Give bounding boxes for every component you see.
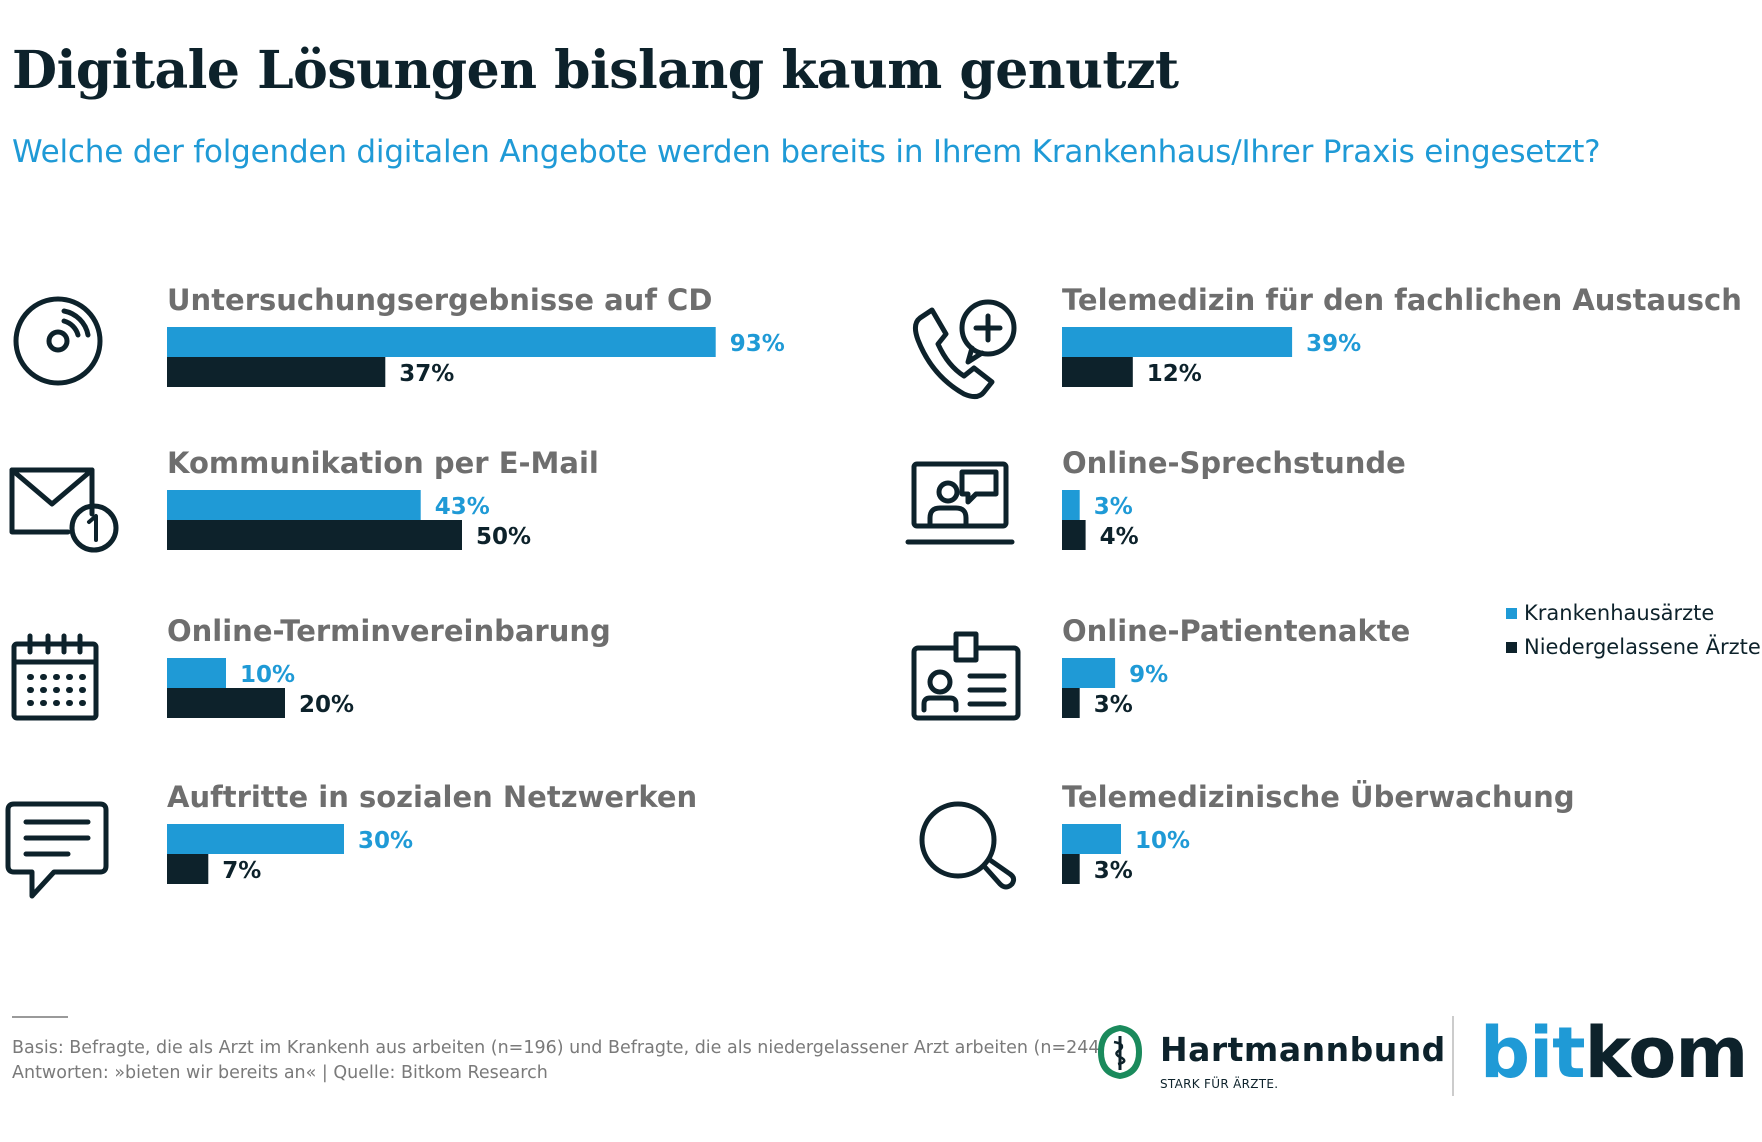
value-label-krankenhaus-1: 93% [730, 331, 785, 357]
legend-item-krankenhaus: Krankenhausärzte [1506, 596, 1761, 630]
category-label-1: Untersuchungsergebnisse auf CD [167, 283, 712, 317]
hartmannbund-tagline: STARK FÜR ÄRZTE. [1160, 1077, 1279, 1091]
cd-icon [13, 296, 103, 386]
value-label-krankenhaus-5: 39% [1306, 331, 1361, 357]
telemedicine-phone-icon [912, 299, 1017, 400]
category-label-6: Online-Sprechstunde [1062, 446, 1406, 480]
video-consultation-icon [905, 461, 1015, 545]
value-label-niedergelassen-3: 20% [299, 692, 354, 718]
category-label-4: Auftritte in sozialen Netzwerken [167, 780, 697, 814]
bars-layer: Untersuchungsergebnisse auf CD 93% 37% Komm… [167, 283, 1742, 884]
value-label-krankenhaus-8: 10% [1135, 828, 1190, 854]
bar-niedergelassen-8 [1062, 854, 1080, 884]
bitkom-logo-part2: kom [1584, 1012, 1749, 1094]
value-label-niedergelassen-1: 37% [399, 361, 454, 387]
legend-swatch-niedergelassen [1506, 641, 1517, 653]
bar-niedergelassen-7 [1062, 688, 1080, 718]
bar-krankenhaus-2 [167, 490, 421, 520]
value-label-krankenhaus-3: 10% [240, 662, 295, 688]
category-label-3: Online-Terminvereinbarung [167, 614, 611, 648]
bar-krankenhaus-7 [1062, 658, 1116, 688]
value-label-niedergelassen-8: 3% [1094, 858, 1133, 884]
patient-record-icon [911, 631, 1021, 721]
value-label-niedergelassen-2: 50% [476, 524, 531, 550]
value-label-krankenhaus-2: 43% [435, 494, 490, 520]
legend-swatch-krankenhaus [1506, 607, 1517, 619]
bar-krankenhaus-6 [1062, 490, 1080, 520]
category-label-7: Online-Patientenakte [1062, 614, 1410, 648]
bar-niedergelassen-1 [167, 357, 386, 387]
value-label-niedergelassen-5: 12% [1147, 361, 1202, 387]
value-label-niedergelassen-4: 7% [222, 858, 261, 884]
legend-label-krankenhaus: Krankenhausärzte [1524, 601, 1715, 625]
footnote-source: Antworten: »bieten wir bereits an« | Que… [12, 1063, 548, 1083]
bar-krankenhaus-1 [167, 327, 716, 357]
hartmannbund-name: Hartmannbund [1160, 1030, 1446, 1069]
chart-subtitle: Welche der folgenden digitalen Angebote … [12, 134, 1601, 170]
bar-krankenhaus-4 [167, 824, 344, 854]
bitkom-logo: bitkom [1480, 1012, 1749, 1094]
value-label-niedergelassen-6: 4% [1100, 524, 1139, 550]
legend-item-niedergelassen: Niedergelassene Ärzte [1506, 630, 1761, 664]
bar-niedergelassen-4 [167, 854, 209, 884]
value-label-niedergelassen-7: 3% [1094, 692, 1133, 718]
value-label-krankenhaus-4: 30% [358, 828, 413, 854]
logo-divider [1452, 1016, 1454, 1096]
magnifier-icon [919, 801, 1017, 890]
value-label-krankenhaus-7: 9% [1129, 662, 1168, 688]
value-label-krankenhaus-6: 3% [1094, 494, 1133, 520]
chat-icon [5, 801, 109, 899]
hartmannbund-logo-icon [1098, 1025, 1142, 1079]
chart-title: Digitale Lösungen bislang kaum genutzt [12, 40, 1179, 101]
email-icon [9, 467, 119, 553]
bitkom-logo-part1: bit [1480, 1012, 1586, 1094]
footnote: Basis: Befragte, die als Arzt im Kranken… [12, 1036, 1106, 1086]
bar-niedergelassen-2 [167, 520, 462, 550]
bar-krankenhaus-5 [1062, 327, 1293, 357]
legend: Krankenhausärzte Niedergelassene Ärzte [1506, 596, 1761, 664]
category-label-8: Telemedizinische Überwachung [1062, 780, 1575, 814]
bar-krankenhaus-3 [167, 658, 226, 688]
footnote-basis: Basis: Befragte, die als Arzt im Kranken… [12, 1038, 1107, 1058]
bar-niedergelassen-3 [167, 688, 285, 718]
legend-label-niedergelassen: Niedergelassene Ärzte [1524, 635, 1761, 659]
category-label-5: Telemedizin für den fachlichen Austausch [1062, 283, 1742, 317]
bar-niedergelassen-5 [1062, 357, 1133, 387]
footer-divider [12, 1016, 68, 1018]
bar-krankenhaus-8 [1062, 824, 1121, 854]
category-label-2: Kommunikation per E-Mail [167, 446, 599, 480]
calendar-icon [11, 633, 99, 721]
bar-niedergelassen-6 [1062, 520, 1086, 550]
